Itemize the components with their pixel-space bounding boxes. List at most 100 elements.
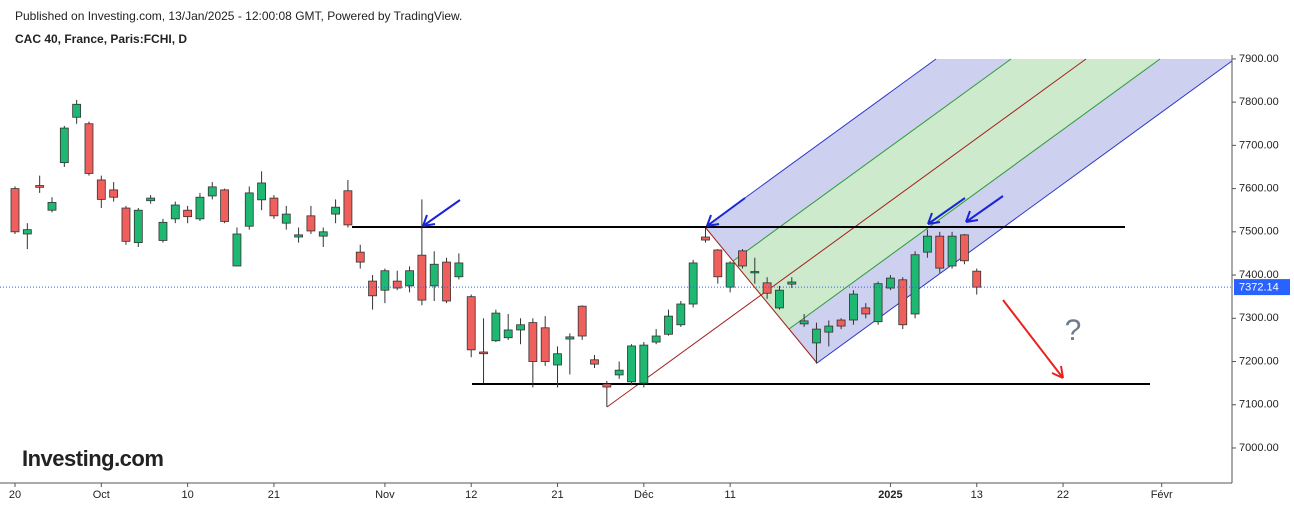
last-price-label: 7372.14: [1239, 282, 1279, 294]
pitchfork-handle: [704, 226, 818, 364]
candle-body: [824, 325, 834, 333]
candle-body: [701, 236, 710, 241]
candle-body: [553, 353, 562, 366]
candle-body: [417, 254, 427, 301]
candle-body: [59, 127, 69, 164]
candle-body: [960, 234, 969, 262]
candle-body: [836, 319, 846, 327]
candle-body: [392, 280, 402, 289]
candle-body: [96, 179, 106, 200]
candle-body: [886, 277, 895, 289]
candle-body: [244, 192, 254, 227]
y-tick-label: 7800.00: [1239, 96, 1279, 108]
candle-body: [269, 197, 279, 217]
x-tick-label: 22: [1057, 489, 1069, 501]
x-tick-label: 11: [724, 489, 735, 501]
candle-body: [614, 369, 624, 376]
arrow: [927, 197, 966, 225]
candle-body: [454, 262, 464, 278]
candle-body: [528, 322, 538, 362]
pitchfork: [606, 58, 1233, 408]
candle-body: [849, 293, 858, 321]
x-tick-label: 2025: [878, 489, 902, 501]
candle-body: [343, 190, 353, 226]
candle-body: [725, 262, 735, 288]
pitchfork-lower-tine: [816, 60, 1233, 364]
candle-body: [331, 206, 340, 215]
x-tick-label: Déc: [634, 489, 654, 501]
y-tick-label: 7900.00: [1239, 53, 1279, 65]
candle-body: [318, 231, 328, 237]
y-tick-label: 7700.00: [1239, 139, 1279, 151]
y-tick-label: 7200.00: [1239, 355, 1279, 367]
candle-body: [170, 204, 180, 220]
candle-body: [898, 279, 908, 326]
y-tick-label: 7400.00: [1239, 269, 1279, 281]
y-tick-label: 7300.00: [1239, 312, 1279, 324]
arrow: [965, 195, 1004, 223]
candle-body: [799, 320, 809, 325]
candle-body: [479, 351, 488, 355]
candle-body: [972, 270, 982, 288]
y-tick-label: 7000.00: [1239, 442, 1279, 454]
candle-body: [232, 233, 242, 267]
candle-body: [627, 345, 636, 383]
candle-body: [676, 303, 686, 326]
candle-body: [294, 234, 303, 238]
candle-body: [380, 270, 390, 291]
published-note: Published on Investing.com, 13/Jan/2025 …: [15, 9, 462, 23]
candle-body: [935, 235, 945, 269]
last-price-box: [1234, 279, 1290, 296]
y-tick-label: 7600.00: [1239, 182, 1279, 194]
candle-body: [762, 282, 772, 294]
candle-body: [540, 327, 550, 362]
candle-body: [306, 215, 316, 232]
candle-body: [503, 329, 513, 339]
x-tick-label: 13: [971, 489, 983, 501]
x-tick-label: Oct: [93, 489, 110, 501]
pitchfork-inner-tine: [788, 58, 1161, 330]
candle-body: [257, 182, 267, 201]
candle-body: [10, 188, 20, 233]
candle-body: [947, 235, 957, 267]
candle-body: [442, 261, 451, 302]
candle-body: [22, 229, 32, 235]
candles: [10, 99, 982, 407]
candle-body: [651, 335, 661, 343]
candle-body: [72, 103, 82, 118]
candle-body: [873, 283, 883, 323]
candle-body: [923, 235, 932, 253]
candle-body: [466, 296, 476, 351]
candle-body: [664, 315, 673, 335]
x-tick-label: 20: [9, 489, 21, 501]
candle-body: [750, 271, 760, 274]
pitchfork-median: [606, 58, 1087, 408]
candle-body: [109, 189, 119, 198]
candle-body: [861, 307, 871, 315]
candle-body: [405, 270, 414, 287]
candle-body: [281, 213, 291, 224]
candle-body: [688, 262, 698, 305]
candle-body: [775, 289, 784, 309]
arrows: [422, 195, 1004, 227]
candle-body: [47, 202, 57, 211]
red-arrow: [1002, 299, 1064, 379]
candle-body: [183, 209, 193, 218]
y-tick-label: 7100.00: [1239, 399, 1279, 411]
candle-body: [738, 250, 747, 267]
candle-body: [355, 251, 365, 263]
candle-body: [910, 254, 920, 315]
candle-body: [220, 189, 230, 222]
candle-body: [121, 207, 131, 242]
x-tick-label: Nov: [375, 489, 395, 501]
candle-body: [812, 328, 821, 344]
candle-body: [491, 312, 501, 342]
candle-body: [639, 344, 649, 384]
candle-body: [516, 324, 525, 331]
question-mark: ?: [1065, 314, 1082, 347]
pitchfork-inner-band: [733, 59, 1160, 329]
arrow: [422, 199, 461, 227]
x-tick-label: 21: [551, 489, 563, 501]
candle-body: [565, 336, 575, 340]
